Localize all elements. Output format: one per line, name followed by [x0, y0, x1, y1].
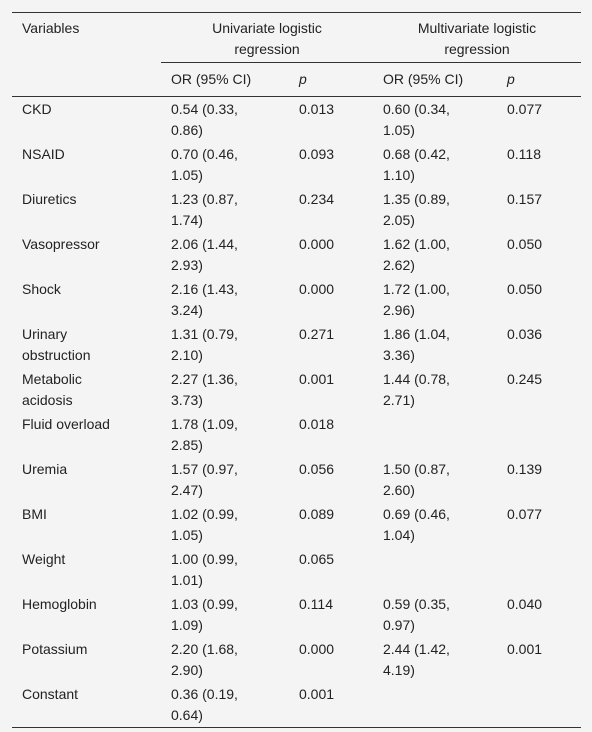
table-cell: Metabolic acidosis — [22, 371, 82, 408]
table-cell: 0.60 (0.34, 1.05) — [383, 101, 450, 138]
table-cell — [373, 682, 497, 728]
table-cell: 1.23 (0.87, 1.74) — [171, 191, 238, 228]
table-cell: NSAID — [22, 146, 65, 162]
subheader-cell: OR (95% CI) — [161, 62, 289, 97]
table-cell: 0.245 — [507, 371, 543, 387]
table-cell: 0.089 — [299, 506, 335, 522]
table-row: BMI 1.02 (0.99, 1.05) 0.089 0.69 (0.46, 1.0… — [12, 502, 581, 547]
table-cell: 2.06 (1.44, 2.93) — [171, 236, 238, 273]
table-cell: 1.03 (0.99, 1.09) — [171, 596, 238, 633]
table-cell: 0.36 (0.19, 0.64) — [171, 686, 238, 723]
header-cell — [12, 62, 161, 97]
table-cell: 0.271 — [299, 326, 335, 342]
table-cell: Fluid overload — [22, 416, 110, 432]
table-cell: Hemoglobin — [22, 596, 97, 612]
table-cell: 1.00 (0.99, 1.01) — [171, 551, 238, 588]
table-cell: Vasopressor — [22, 236, 100, 252]
table-cell: 1.57 (0.97, 2.47) — [171, 461, 238, 498]
table-cell: 0.70 (0.46, 1.05) — [171, 146, 238, 183]
group-header: Multivariate logistic regression — [373, 12, 581, 63]
table-row: Hemoglobin 1.03 (0.99, 1.09) 0.114 0.59 (0.… — [12, 592, 581, 637]
table-row: NSAID 0.70 (0.46, 1.05) 0.093 0.68 (0.42, 1… — [12, 142, 581, 187]
table-cell: 2.27 (1.36, 3.73) — [171, 371, 238, 408]
table-cell: Diuretics — [22, 191, 77, 207]
table-cell: CKD — [22, 101, 52, 117]
table-cell: Shock — [22, 281, 61, 297]
table-cell: Weight — [22, 551, 66, 567]
table-cell: 0.056 — [299, 461, 335, 477]
table-row: Weight 1.00 (0.99, 1.01) 0.065 — [12, 547, 581, 592]
table-row: Urinary obstruction 1.31 (0.79, 2.10) 0.27… — [12, 322, 581, 367]
table-cell: 1.78 (1.09, 2.85) — [171, 416, 238, 453]
table-cell: 0.68 (0.42, 1.10) — [383, 146, 450, 183]
table-cell: Urinary obstruction — [22, 326, 91, 363]
table-cell: 1.44 (0.78, 2.71) — [383, 371, 450, 408]
table-cell: 0.040 — [507, 596, 543, 612]
table-cell — [497, 682, 581, 728]
table-body: CKD 0.54 (0.33, 0.86) 0.013 0.60 (0.34, 1.0… — [12, 97, 581, 728]
table-cell: 0.077 — [507, 506, 543, 522]
subheader-cell: OR (95% CI) — [373, 62, 497, 97]
table-row: Metabolic acidosis 2.27 (1.36, 3.73) 0.001… — [12, 367, 581, 412]
table-cell: Potassium — [22, 641, 88, 657]
group-header-text: Multivariate logistic regression — [417, 20, 537, 57]
table-cell: BMI — [22, 506, 47, 522]
subheader-cell: p — [497, 62, 581, 97]
table-cell: Uremia — [22, 461, 68, 477]
header-cell: Variables — [22, 20, 80, 36]
table-cell — [373, 412, 497, 457]
table-cell: 0.114 — [299, 596, 333, 612]
table-cell: 0.001 — [299, 371, 335, 387]
table-cell: 0.000 — [299, 641, 335, 657]
table-cell: 0.050 — [507, 281, 543, 297]
subheader-cell: p — [289, 62, 373, 97]
table-row: Constant 0.36 (0.19, 0.64) 0.001 — [12, 682, 581, 728]
table-cell: 2.20 (1.68, 2.90) — [171, 641, 238, 678]
table-cell: Constant — [22, 686, 79, 702]
table-cell: 0.001 — [507, 641, 543, 657]
table-cell: 1.72 (1.00, 2.96) — [383, 281, 450, 318]
table-row: CKD 0.54 (0.33, 0.86) 0.013 0.60 (0.34, 1.0… — [12, 97, 581, 143]
table-cell: 0.118 — [507, 146, 541, 162]
table-row: Uremia 1.57 (0.97, 2.47) 0.056 1.50 (0.87, … — [12, 457, 581, 502]
table-cell: 0.036 — [507, 326, 543, 342]
table-cell: 2.44 (1.42, 4.19) — [383, 641, 450, 678]
table-cell: 1.02 (0.99, 1.05) — [171, 506, 238, 543]
table-cell: 1.35 (0.89, 2.05) — [383, 191, 450, 228]
table-cell: 0.69 (0.46, 1.04) — [383, 506, 450, 543]
table-row: Fluid overload 1.78 (1.09, 2.85) 0.018 — [12, 412, 581, 457]
table-cell: 0.001 — [299, 686, 335, 702]
results-table: Variables Univariate logistic regression… — [12, 12, 581, 728]
table-cell: 2.16 (1.43, 3.24) — [171, 281, 238, 318]
table-cell: 0.018 — [299, 416, 335, 432]
table-row: Diuretics 1.23 (0.87, 1.74) 0.234 1.35 (0.8… — [12, 187, 581, 232]
table-cell: 0.050 — [507, 236, 543, 252]
table-row: Shock 2.16 (1.43, 3.24) 0.000 1.72 (1.00, 2… — [12, 277, 581, 322]
table-cell: 1.62 (1.00, 2.62) — [383, 236, 450, 273]
table-cell: 0.54 (0.33, 0.86) — [171, 101, 238, 138]
table-cell: 0.000 — [299, 281, 335, 297]
table-cell: 0.093 — [299, 146, 335, 162]
table-row: Potassium 2.20 (1.68, 2.90) 0.000 2.44 (1.4… — [12, 637, 581, 682]
table-cell: 1.31 (0.79, 2.10) — [171, 326, 238, 363]
table-cell: 0.000 — [299, 236, 335, 252]
table-cell: 0.077 — [507, 101, 543, 117]
table-cell: 1.50 (0.87, 2.60) — [383, 461, 450, 498]
table-cell: 0.157 — [507, 191, 543, 207]
table-cell: 0.013 — [299, 101, 335, 117]
table-cell: 0.065 — [299, 551, 335, 567]
group-header: Univariate logistic regression — [161, 12, 373, 63]
table-cell: 1.86 (1.04, 3.36) — [383, 326, 450, 363]
table-cell — [497, 547, 581, 592]
table-cell: 0.139 — [507, 461, 543, 477]
table-cell: 0.234 — [299, 191, 335, 207]
table-cell — [373, 547, 497, 592]
table-cell: 0.59 (0.35, 0.97) — [383, 596, 450, 633]
table-row: Vasopressor 2.06 (1.44, 2.93) 0.000 1.62 (1… — [12, 232, 581, 277]
group-header-text: Univariate logistic regression — [212, 20, 322, 57]
table-cell — [497, 412, 581, 457]
